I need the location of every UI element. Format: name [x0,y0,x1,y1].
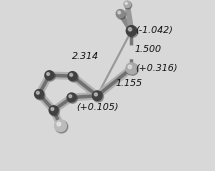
Circle shape [126,26,137,36]
Circle shape [45,71,54,80]
Text: (+0.105): (+0.105) [76,103,118,112]
Circle shape [125,2,127,4]
Circle shape [68,94,77,103]
Circle shape [70,73,73,76]
Circle shape [69,72,78,82]
Circle shape [36,91,39,94]
Circle shape [55,120,66,131]
Circle shape [68,72,77,81]
Circle shape [128,28,132,31]
Circle shape [93,92,103,102]
Text: (+0.316): (+0.316) [136,64,178,73]
Circle shape [127,26,138,37]
Circle shape [57,122,61,126]
Circle shape [125,2,132,9]
Circle shape [51,108,54,110]
Text: 1.500: 1.500 [135,45,162,54]
Circle shape [35,90,45,100]
Circle shape [92,91,102,101]
Circle shape [55,120,68,133]
Text: 2.314: 2.314 [72,52,100,61]
Circle shape [67,93,76,102]
Circle shape [124,1,131,8]
Circle shape [69,95,72,98]
Circle shape [49,106,58,115]
Circle shape [50,107,60,116]
Circle shape [127,63,138,75]
Circle shape [46,71,55,81]
Text: (-1.042): (-1.042) [136,26,174,35]
Circle shape [94,93,97,96]
Circle shape [126,63,137,74]
Circle shape [118,11,120,14]
Circle shape [116,10,124,18]
Circle shape [128,65,132,69]
Circle shape [35,90,44,98]
Circle shape [47,73,49,75]
Text: 1.155: 1.155 [115,79,142,88]
Circle shape [117,10,126,19]
